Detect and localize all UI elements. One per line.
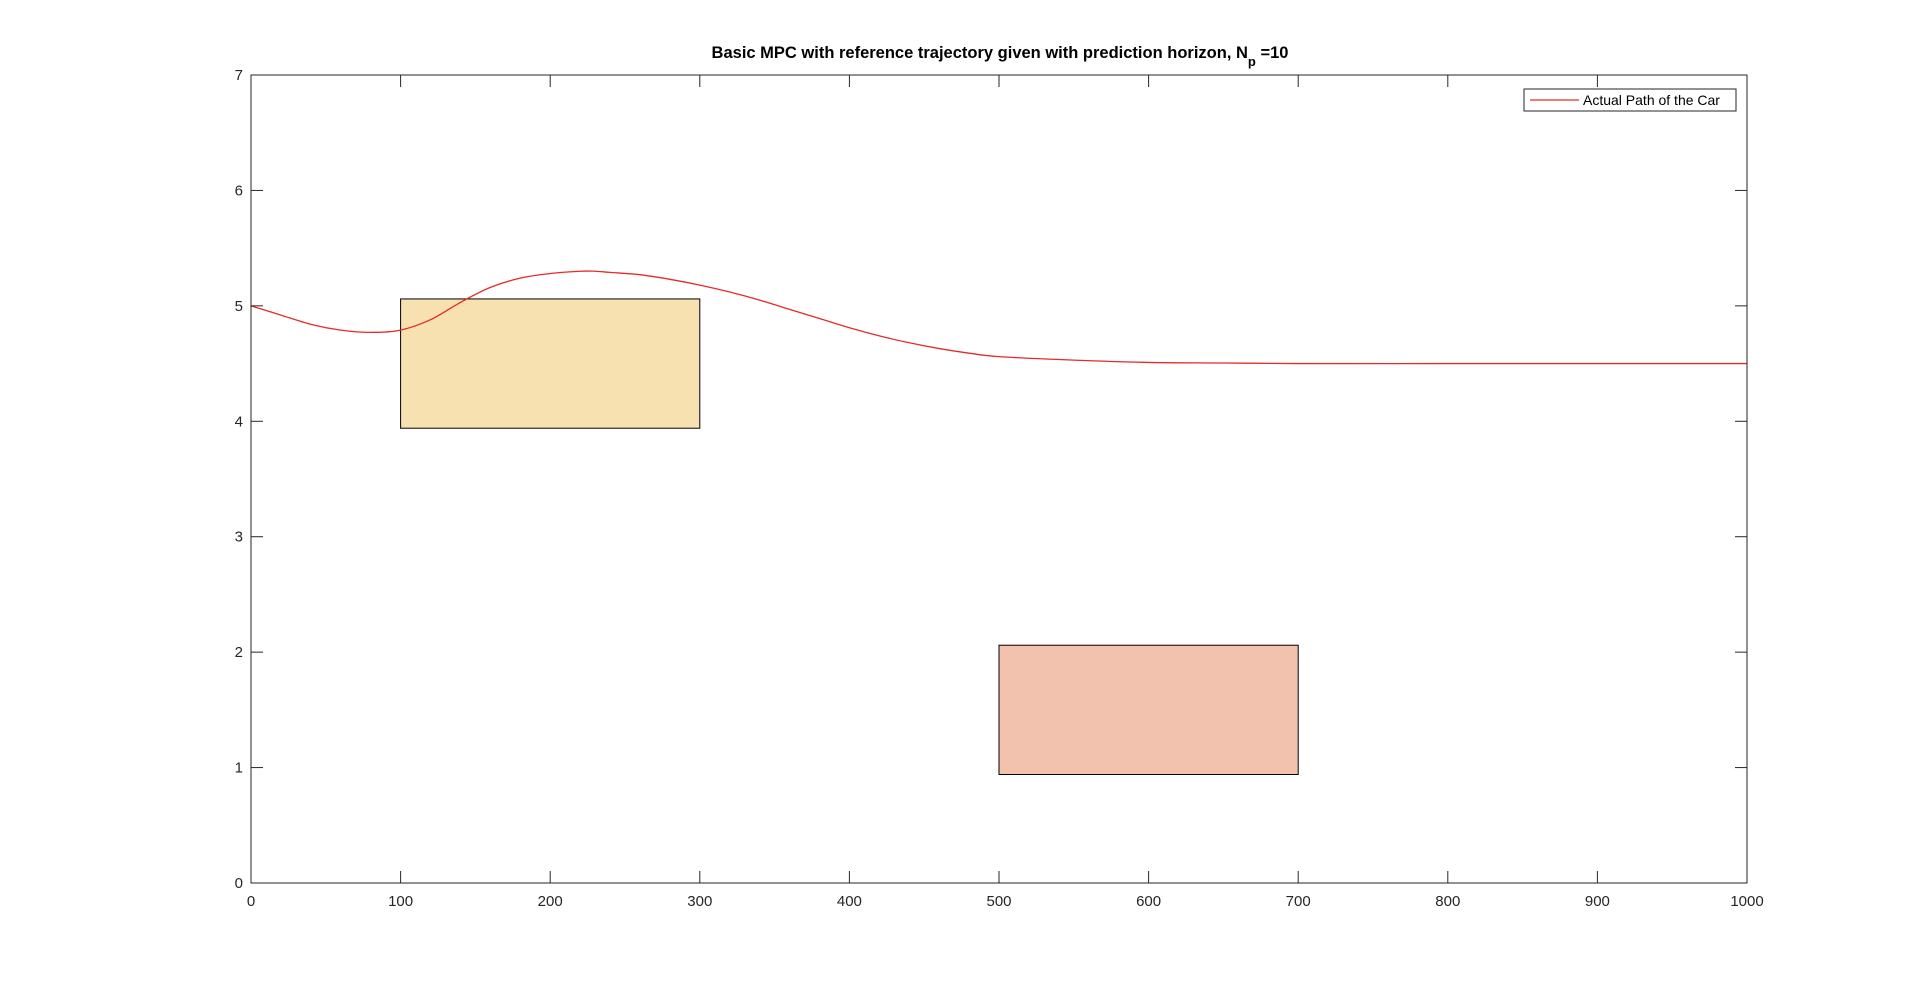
chart-title-suffix: =10 [1256,44,1289,62]
x-tick-label: 1000 [1730,893,1763,910]
obstacle-2 [998,644,1299,775]
x-tick-label: 700 [1286,893,1311,910]
obstacles-layer [400,298,1299,775]
y-tick-label: 5 [235,298,243,315]
y-tick-label: 1 [235,760,243,777]
x-tick-label: 900 [1585,893,1610,910]
y-tick-label: 2 [235,644,243,661]
x-tick-label: 200 [538,893,563,910]
y-tick-label: 6 [235,182,243,199]
legend: Actual Path of the Car [1523,88,1737,112]
x-tick-label: 600 [1136,893,1161,910]
x-tick-label: 300 [687,893,712,910]
y-tick-label: 3 [235,529,243,546]
chart-title: Basic MPC with reference trajectory give… [712,44,1289,69]
x-tick-label: 400 [837,893,862,910]
series-line-1 [250,270,1747,365]
y-tick-label: 0 [235,875,243,892]
series-layer [250,270,1747,365]
axes-box [250,74,1748,884]
x-tick-label: 0 [247,893,255,910]
x-tick-label: 100 [388,893,413,910]
chart-title-subscript: p [1248,54,1256,69]
obstacle-1 [400,298,701,429]
ticks-layer: 0 100 200 300 400 500 600 700 800 900 1000 0 1 2 3 4 5 6 7 [235,67,1764,910]
x-tick-label: 500 [986,893,1011,910]
chart-title-main: Basic MPC with reference trajectory give… [712,44,1248,62]
legend-label: Actual Path of the Car [1583,92,1720,108]
y-tick-label: 4 [235,413,243,430]
legend-box [1523,88,1737,112]
y-tick-label: 7 [235,67,243,84]
x-tick-label: 800 [1435,893,1460,910]
